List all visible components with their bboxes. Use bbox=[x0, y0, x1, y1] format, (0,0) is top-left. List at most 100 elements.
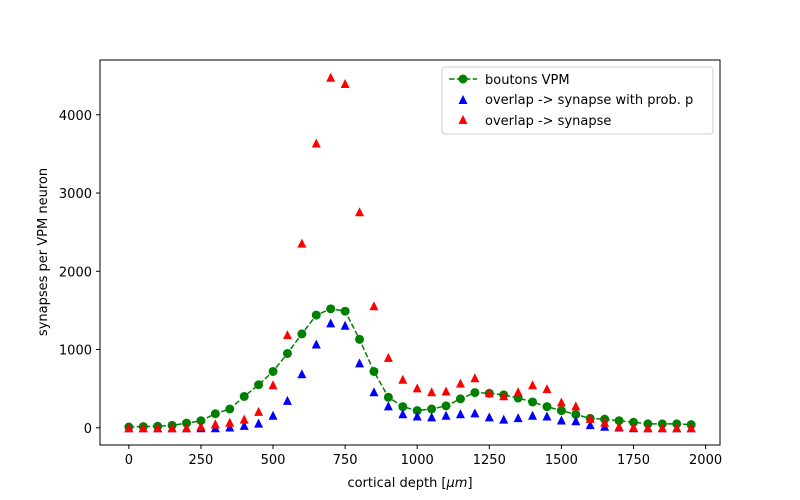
point-boutons-vpm bbox=[311, 310, 321, 320]
point-overlap-synapse-with-prob-p bbox=[383, 401, 393, 411]
point-overlap-synapse bbox=[556, 397, 566, 407]
point-overlap-synapse bbox=[499, 391, 509, 401]
point-overlap-synapse bbox=[383, 352, 393, 362]
point-overlap-synapse bbox=[542, 384, 552, 394]
point-overlap-synapse bbox=[571, 401, 581, 411]
point-overlap-synapse bbox=[470, 373, 480, 383]
point-overlap-synapse bbox=[427, 387, 437, 397]
legend-triangle-marker-red bbox=[458, 115, 468, 124]
point-boutons-vpm bbox=[441, 401, 451, 411]
point-boutons-vpm bbox=[225, 404, 235, 414]
legend-label-boutons-vpm: boutons VPM bbox=[485, 73, 570, 88]
point-overlap-synapse-with-prob-p bbox=[499, 414, 509, 424]
legend-label-synapse: overlap -> synapse bbox=[485, 114, 611, 129]
point-boutons-vpm bbox=[628, 417, 638, 427]
point-boutons-vpm bbox=[340, 306, 350, 316]
x-tick-label: 250 bbox=[189, 453, 214, 468]
legend-label-synapse-with-prob: overlap -> synapse with prob. p bbox=[485, 93, 693, 108]
point-overlap-synapse bbox=[484, 388, 494, 398]
point-overlap-synapse bbox=[239, 414, 249, 424]
point-boutons-vpm bbox=[398, 402, 408, 412]
point-overlap-synapse bbox=[182, 423, 192, 433]
point-overlap-synapse-with-prob-p bbox=[542, 411, 552, 421]
point-overlap-synapse bbox=[355, 207, 365, 217]
point-overlap-synapse bbox=[672, 423, 682, 433]
point-overlap-synapse bbox=[585, 413, 595, 423]
point-overlap-synapse bbox=[268, 380, 278, 390]
point-overlap-synapse bbox=[657, 423, 667, 433]
point-overlap-synapse bbox=[455, 378, 465, 388]
y-axis-label: synapses per VPM neuron bbox=[36, 168, 51, 336]
point-overlap-synapse bbox=[686, 423, 696, 433]
point-boutons-vpm bbox=[182, 418, 192, 428]
point-overlap-synapse bbox=[282, 330, 292, 340]
point-boutons-vpm bbox=[556, 406, 566, 416]
y-tick-label: 4000 bbox=[59, 109, 92, 124]
point-overlap-synapse bbox=[254, 406, 264, 416]
point-overlap-synapse bbox=[528, 380, 538, 390]
point-overlap-synapse bbox=[124, 423, 134, 433]
point-overlap-synapse-with-prob-p bbox=[484, 412, 494, 422]
legend-entry-synapse-with-prob: overlap -> synapse with prob. p bbox=[458, 93, 693, 108]
axes-frame bbox=[99, 59, 721, 446]
x-tick-label: 1000 bbox=[401, 453, 434, 468]
point-boutons-vpm bbox=[196, 416, 206, 426]
point-overlap-synapse-with-prob-p bbox=[369, 387, 379, 397]
x-tick-label: 750 bbox=[333, 453, 358, 468]
x-axis-unit: μm bbox=[446, 476, 468, 491]
legend-triangle-marker-blue bbox=[458, 95, 468, 104]
point-overlap-synapse bbox=[369, 301, 379, 311]
y-tick-label: 2000 bbox=[59, 265, 92, 280]
point-overlap-synapse-with-prob-p bbox=[340, 320, 350, 330]
series-line-boutons-vpm bbox=[128, 308, 692, 428]
x-tick-label: 1250 bbox=[473, 453, 506, 468]
point-overlap-synapse-with-prob-p bbox=[282, 395, 292, 405]
point-overlap-synapse bbox=[398, 374, 408, 384]
point-overlap-synapse-with-prob-p bbox=[326, 318, 336, 328]
point-boutons-vpm bbox=[542, 402, 552, 412]
point-boutons-vpm bbox=[455, 394, 465, 404]
x-tick-label: 500 bbox=[261, 453, 286, 468]
point-boutons-vpm bbox=[614, 416, 624, 426]
point-overlap-synapse-with-prob-p bbox=[239, 420, 249, 430]
x-tick-label: 1750 bbox=[617, 453, 650, 468]
point-boutons-vpm bbox=[412, 406, 422, 416]
y-tick-label: 1000 bbox=[59, 344, 92, 359]
y-axis: 0 1000 2000 3000 4000 bbox=[59, 109, 100, 437]
point-boutons-vpm bbox=[282, 348, 292, 358]
point-overlap-synapse-with-prob-p bbox=[311, 339, 321, 349]
point-overlap-synapse bbox=[210, 419, 220, 429]
point-overlap-synapse bbox=[340, 78, 350, 88]
legend-entry-boutons-vpm: boutons VPM bbox=[449, 73, 570, 88]
point-boutons-vpm bbox=[369, 366, 379, 376]
legend-entry-synapse: overlap -> synapse bbox=[458, 114, 611, 129]
point-overlap-synapse bbox=[311, 138, 321, 148]
point-overlap-synapse bbox=[614, 421, 624, 431]
point-overlap-synapse-with-prob-p bbox=[470, 408, 480, 418]
point-boutons-vpm bbox=[254, 380, 264, 390]
point-overlap-synapse bbox=[643, 423, 653, 433]
point-overlap-synapse bbox=[153, 423, 163, 433]
point-overlap-synapse-with-prob-p bbox=[556, 415, 566, 425]
point-overlap-synapse bbox=[628, 422, 638, 432]
point-boutons-vpm bbox=[571, 409, 581, 419]
point-boutons-vpm bbox=[355, 334, 365, 344]
point-overlap-synapse-with-prob-p bbox=[455, 409, 465, 419]
point-overlap-synapse bbox=[600, 417, 610, 427]
point-overlap-synapse bbox=[412, 383, 422, 393]
point-overlap-synapse-with-prob-p bbox=[355, 358, 365, 368]
point-overlap-synapse bbox=[326, 72, 336, 82]
point-overlap-synapse bbox=[513, 387, 523, 397]
point-boutons-vpm bbox=[427, 404, 437, 414]
point-boutons-vpm bbox=[297, 329, 307, 339]
y-tick-label: 0 bbox=[84, 422, 92, 437]
point-boutons-vpm bbox=[326, 304, 336, 314]
x-axis: 0 250 500 750 1000 1250 1500 1750 2000 bbox=[125, 445, 722, 468]
point-overlap-synapse-with-prob-p bbox=[441, 410, 451, 420]
x-tick-label: 0 bbox=[125, 453, 133, 468]
x-axis-label: cortical depth [μm] bbox=[347, 476, 472, 491]
point-boutons-vpm bbox=[210, 409, 220, 419]
x-tick-label: 2000 bbox=[689, 453, 722, 468]
point-overlap-synapse-with-prob-p bbox=[427, 412, 437, 422]
